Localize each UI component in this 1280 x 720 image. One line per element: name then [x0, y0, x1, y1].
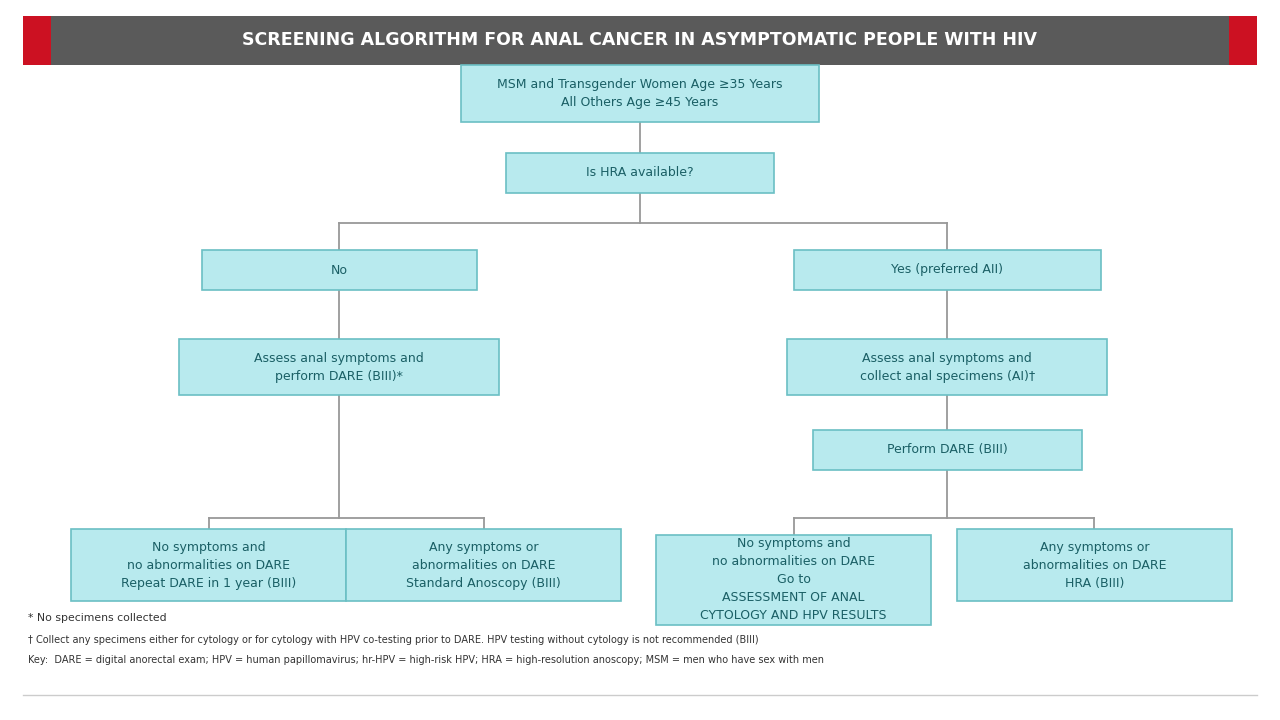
Text: Perform DARE (BIII): Perform DARE (BIII)	[887, 444, 1007, 456]
Text: No symptoms and
no abnormalities on DARE
Repeat DARE in 1 year (BIII): No symptoms and no abnormalities on DARE…	[122, 541, 296, 590]
FancyBboxPatch shape	[813, 431, 1082, 470]
Text: Assess anal symptoms and
collect anal specimens (AI)†: Assess anal symptoms and collect anal sp…	[860, 351, 1034, 383]
Text: † Collect any specimens either for cytology or for cytology with HPV co-testing : † Collect any specimens either for cytol…	[28, 635, 759, 645]
FancyBboxPatch shape	[72, 529, 346, 601]
Text: Any symptoms or
abnormalities on DARE
HRA (BIII): Any symptoms or abnormalities on DARE HR…	[1023, 541, 1166, 590]
FancyBboxPatch shape	[957, 529, 1231, 601]
FancyBboxPatch shape	[461, 65, 819, 122]
FancyBboxPatch shape	[202, 250, 477, 289]
Text: Key:  DARE = digital anorectal exam; HPV = human papillomavirus; hr-HPV = high-r: Key: DARE = digital anorectal exam; HPV …	[28, 655, 824, 665]
Text: Yes (preferred AII): Yes (preferred AII)	[891, 264, 1004, 276]
FancyBboxPatch shape	[657, 534, 932, 624]
FancyBboxPatch shape	[346, 529, 622, 601]
Text: No: No	[330, 264, 348, 276]
Text: * No specimens collected: * No specimens collected	[28, 613, 166, 624]
FancyBboxPatch shape	[506, 153, 774, 192]
FancyBboxPatch shape	[794, 250, 1101, 289]
FancyBboxPatch shape	[179, 339, 499, 395]
FancyBboxPatch shape	[23, 16, 1257, 65]
Text: Is HRA available?: Is HRA available?	[586, 166, 694, 179]
Text: No symptoms and
no abnormalities on DARE
Go to
ASSESSMENT OF ANAL
CYTOLOGY AND H: No symptoms and no abnormalities on DARE…	[700, 537, 887, 622]
FancyBboxPatch shape	[23, 16, 51, 65]
FancyBboxPatch shape	[787, 339, 1107, 395]
Text: SCREENING ALGORITHM FOR ANAL CANCER IN ASYMPTOMATIC PEOPLE WITH HIV: SCREENING ALGORITHM FOR ANAL CANCER IN A…	[242, 31, 1038, 49]
Text: Any symptoms or
abnormalities on DARE
Standard Anoscopy (BIII): Any symptoms or abnormalities on DARE St…	[407, 541, 561, 590]
FancyBboxPatch shape	[1229, 16, 1257, 65]
Text: MSM and Transgender Women Age ≥35 Years
All Others Age ≥45 Years: MSM and Transgender Women Age ≥35 Years …	[497, 78, 783, 109]
Text: Assess anal symptoms and
perform DARE (BIII)*: Assess anal symptoms and perform DARE (B…	[255, 351, 424, 383]
